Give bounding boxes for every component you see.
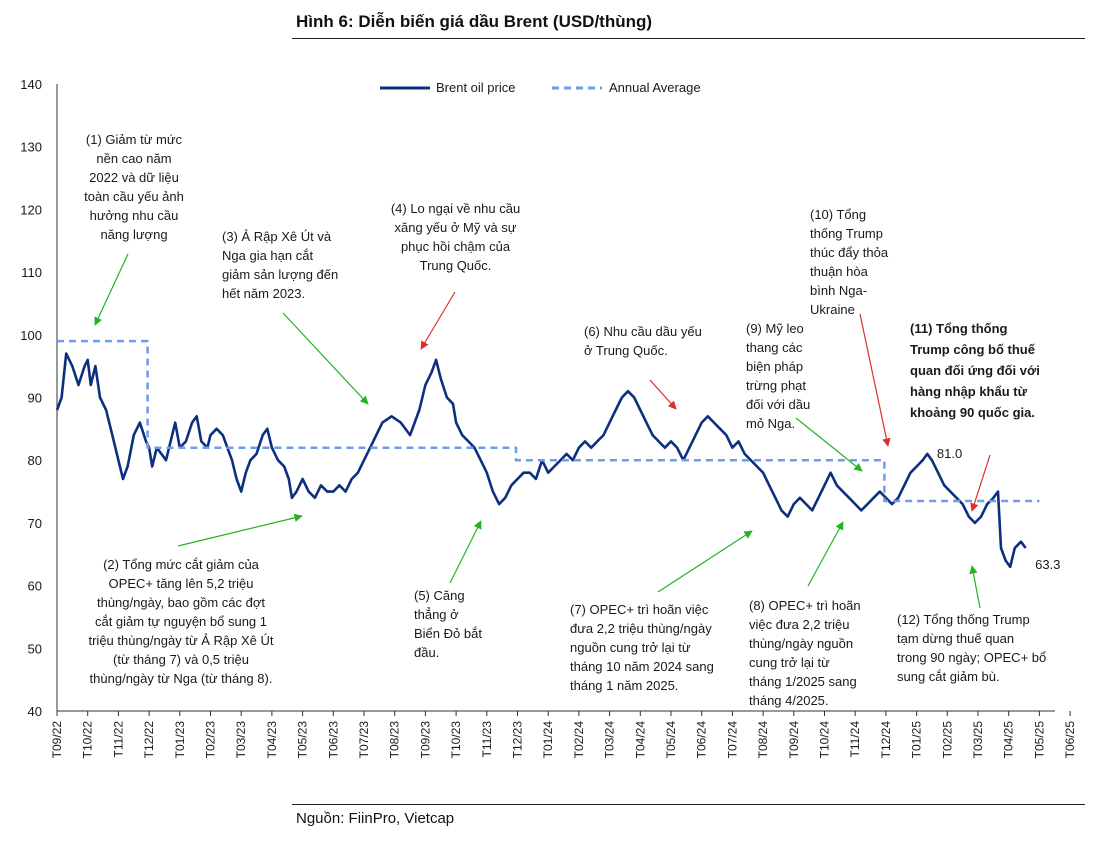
red-arrow (970, 454, 991, 512)
x-tick-label: T08/24 (756, 721, 770, 759)
x-tick-label: T08/23 (388, 721, 402, 759)
y-tick-label: 60 (28, 579, 42, 594)
annotation-a11: (11) Tổng thống Trump công bố thuế quan … (910, 321, 1040, 420)
source-note: Nguồn: FiinPro, Vietcap (296, 810, 455, 827)
y-tick-label: 50 (28, 641, 42, 656)
annotation-a1: (1) Giảm từ mức nền cao năm 2022 và dữ l… (84, 132, 184, 242)
y-tick-label: 130 (20, 140, 42, 155)
axes: 40 50 60 70 80 90 100 110 120 130 140 T09/22 T10/22 T… (20, 77, 1077, 758)
y-tick-label: 90 (28, 391, 42, 406)
red-arrow (420, 291, 456, 350)
x-tick-label: T03/23 (234, 721, 248, 759)
annotation-a4: (4) Lo ngại về nhu cầu xăng yếu ở Mỹ và … (390, 201, 521, 273)
x-tick-label: T10/24 (818, 721, 832, 759)
x-tick-label: T03/25 (971, 721, 985, 759)
y-tick-label: 120 (20, 202, 42, 217)
x-tick-label: T11/24 (848, 721, 862, 758)
red-arrow (859, 313, 891, 447)
annotation-a2: (2) Tổng mức cắt giảm của OPEC+ tăng lên… (88, 557, 274, 686)
x-tick-label: T05/24 (664, 721, 678, 759)
annotation-a3: (3) Ả Rập Xê Út và Nga gia hạn cắt giảm … (222, 229, 339, 301)
x-tick-label: T04/23 (265, 721, 279, 759)
green-arrow (177, 513, 303, 547)
x-tick-label: T01/24 (541, 721, 555, 759)
green-arrow (807, 521, 844, 587)
annotation-a5: (5) Căng thẳng ở Biển Đỏ bắt đầu. (414, 588, 482, 660)
annotation-a8: (8) OPEC+ trì hoãn việc đưa 2,2 triệu th… (749, 598, 861, 708)
x-tick-label: T12/23 (511, 721, 525, 759)
x-tick-label: T04/24 (633, 721, 647, 759)
green-arrow (969, 565, 981, 609)
x-tick-label: T12/22 (142, 721, 156, 759)
top-divider (292, 38, 1085, 39)
x-tick-label: T06/23 (326, 721, 340, 759)
y-tick-label: 110 (21, 265, 42, 280)
x-tick-label: T07/24 (725, 721, 739, 759)
x-tick-label: T09/23 (418, 721, 432, 759)
annotation-a12: (12) Tổng thống Trump tạm dừng thuế quan… (897, 612, 1047, 684)
annotation-a6: (6) Nhu cầu dầu yếu ở Trung Quốc. (584, 324, 702, 358)
green-arrow (795, 417, 863, 472)
x-tick-label: T06/25 (1063, 721, 1077, 759)
series-layer: 81.0 63.3 (55, 339, 1060, 572)
legend-label-brent: Brent oil price (436, 80, 515, 95)
value-label: 81.0 (937, 446, 962, 461)
bottom-divider (292, 804, 1085, 805)
x-tick-label: T09/24 (787, 721, 801, 759)
x-tick-label: T05/23 (296, 721, 310, 759)
value-label: 63.3 (1035, 557, 1060, 572)
green-arrow (94, 253, 129, 326)
y-tick-label: 80 (28, 453, 42, 468)
y-tick-label: 100 (20, 328, 42, 343)
chart-title: Hình 6: Diễn biến giá dầu Brent (USD/thù… (296, 12, 653, 31)
x-tick-label: T10/23 (449, 721, 463, 759)
x-tick-label: T12/24 (879, 721, 893, 759)
x-tick-label: T02/23 (204, 721, 218, 759)
green-arrow (449, 520, 482, 584)
x-tick-label: T02/25 (940, 721, 954, 759)
x-tick-label: T07/23 (357, 721, 371, 759)
x-tick-label: T01/23 (173, 721, 187, 759)
annotation-a7: (7) OPEC+ trì hoãn việc đưa 2,2 triệu th… (570, 602, 714, 693)
x-tick-label: T01/25 (910, 721, 924, 759)
green-arrow (282, 312, 369, 405)
x-tick-label: T06/24 (695, 721, 709, 759)
x-tick-label: T03/24 (603, 721, 617, 759)
x-tick-label: T02/24 (572, 721, 586, 759)
x-tick-label: T05/25 (1032, 721, 1046, 759)
green-arrow (657, 530, 753, 593)
brent-price-line (55, 352, 1027, 569)
y-tick-label: 40 (28, 704, 42, 719)
legend: Brent oil price Annual Average (380, 80, 701, 95)
x-tick-label: T11/23 (480, 721, 494, 758)
x-tick-label: T04/25 (1002, 721, 1016, 759)
arrow-layer (94, 253, 991, 609)
x-tick-label: T09/22 (50, 721, 64, 759)
annotation-a9: (9) Mỹ leo thang các biện pháp trừng phạ… (746, 321, 811, 431)
y-tick-label: 70 (28, 516, 42, 531)
annual-average-line (57, 339, 1040, 503)
red-arrow (649, 379, 677, 410)
legend-label-average: Annual Average (609, 80, 701, 95)
x-tick-label: T11/22 (111, 721, 125, 758)
y-tick-label: 140 (20, 77, 42, 92)
x-tick-label: T10/22 (81, 721, 95, 759)
annotation-a10: (10) Tổng thống Trump thúc đẩy thỏa thuậ… (810, 207, 889, 317)
